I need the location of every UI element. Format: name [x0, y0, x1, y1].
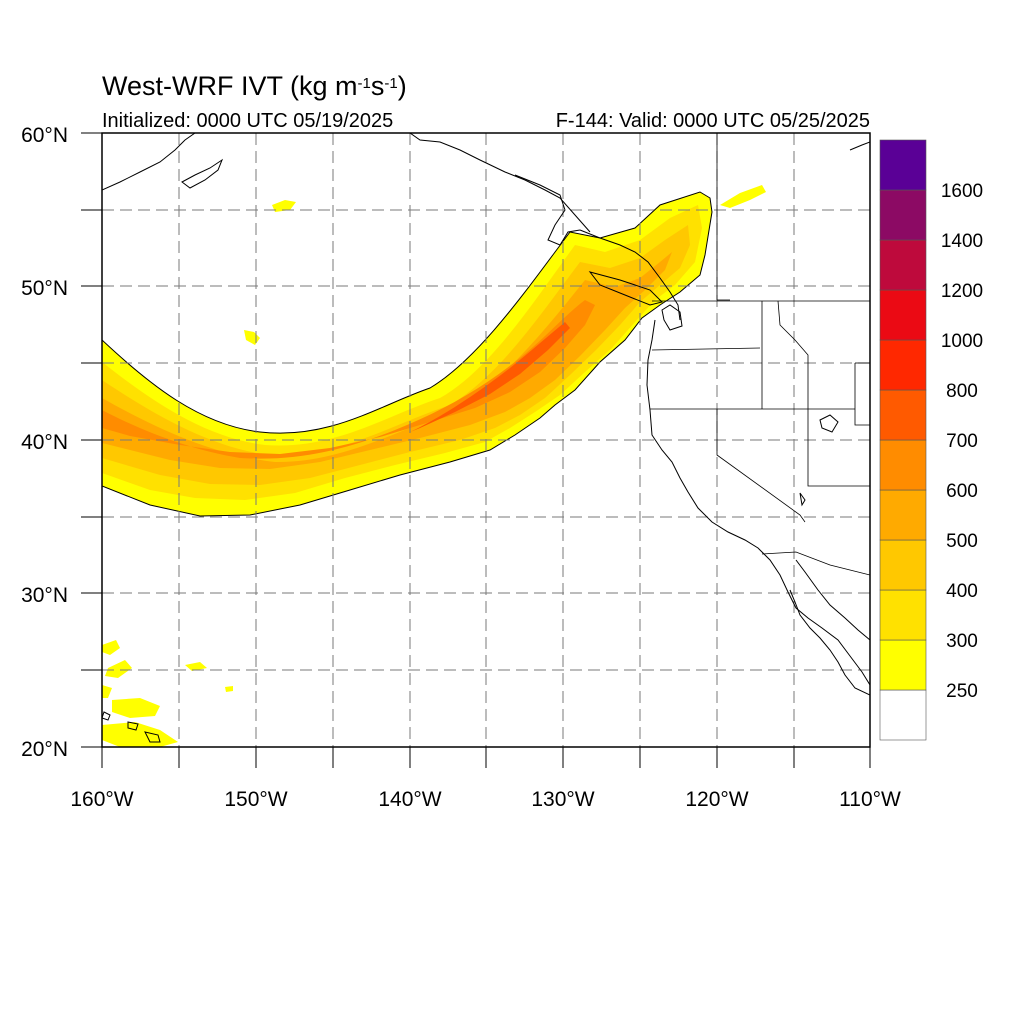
lon-label: 160°W — [70, 788, 133, 811]
lon-label: 150°W — [224, 788, 287, 811]
axis-labels: 20°N 30°N 40°N 50°N 60°N 160°W 150°W 140… — [21, 124, 901, 811]
colorbar-swatch — [879, 639, 927, 691]
lat-label: 40°N — [21, 431, 68, 454]
ivt-patch — [102, 685, 112, 698]
colorbar-label: 1400 — [941, 231, 983, 252]
ivt-band-500 — [102, 252, 672, 469]
initialized-label: Initialized: 0000 UTC 05/19/2025 — [102, 110, 394, 132]
ivt-patch — [105, 660, 132, 678]
colorbar-swatch — [879, 389, 927, 441]
colorbar-swatch — [879, 239, 927, 291]
lat-label: 50°N — [21, 277, 68, 300]
state-borders — [650, 133, 870, 576]
ivt-patch — [185, 662, 207, 671]
colorbar-label: 500 — [946, 531, 978, 552]
ivt-patch — [102, 640, 120, 655]
lon-label: 120°W — [685, 788, 748, 811]
colorbar: 250 300 400 500 600 700 800 1000 1200 1400 1600 — [879, 139, 983, 741]
colorbar-label: 1600 — [941, 181, 983, 202]
ivt-patch — [112, 698, 160, 718]
ivt-patch — [225, 686, 233, 692]
figure-title: West-WRF IVT (kg m-1s-1) — [102, 71, 407, 101]
ivt-band-300 — [102, 205, 702, 500]
ivt-patch — [272, 200, 296, 212]
axis-ticks — [81, 132, 871, 768]
colorbar-label: 1200 — [941, 281, 983, 302]
ivt-patch — [102, 722, 178, 747]
colorbar-swatch — [879, 439, 927, 491]
colorbar-label: 1000 — [941, 331, 983, 352]
colorbar-label: 600 — [946, 481, 978, 502]
colorbar-label: 700 — [946, 431, 978, 452]
ivt-patch — [720, 185, 766, 208]
valid-time-label: F-144: Valid: 0000 UTC 05/25/2025 — [555, 110, 870, 132]
lon-label: 130°W — [531, 788, 594, 811]
lat-label: 30°N — [21, 584, 68, 607]
colorbar-swatch — [879, 339, 927, 391]
colorbar-swatch — [879, 689, 927, 741]
lat-label: 20°N — [21, 738, 68, 761]
colorbar-label: 400 — [946, 581, 978, 602]
lon-label: 140°W — [378, 788, 441, 811]
colorbar-swatch — [879, 489, 927, 541]
ivt-band-700 — [410, 322, 570, 432]
colorbar-swatch — [879, 289, 927, 341]
colorbar-swatch — [879, 189, 927, 241]
coastlines — [102, 133, 870, 743]
colorbar-label: 800 — [946, 381, 978, 402]
colorbar-swatch — [879, 139, 927, 191]
lat-label: 60°N — [21, 124, 68, 147]
colorbar-swatch — [879, 589, 927, 641]
ivt-patch — [244, 330, 260, 345]
lon-label: 110°W — [839, 788, 901, 811]
grid-lines — [102, 133, 870, 747]
ivt-field — [102, 133, 870, 747]
colorbar-label: 300 — [946, 631, 978, 652]
colorbar-label: 250 — [946, 681, 978, 702]
colorbar-swatch — [879, 539, 927, 591]
